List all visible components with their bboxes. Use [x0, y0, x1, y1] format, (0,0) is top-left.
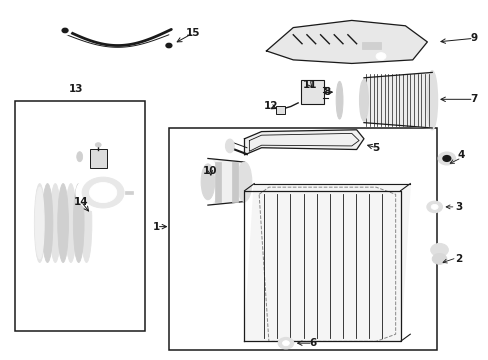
Text: 15: 15: [185, 28, 200, 38]
Circle shape: [62, 28, 68, 33]
Circle shape: [165, 43, 171, 48]
Bar: [231, 162, 237, 202]
Text: 10: 10: [203, 166, 217, 176]
Ellipse shape: [237, 162, 251, 202]
Bar: [125, 191, 133, 194]
Ellipse shape: [58, 184, 68, 262]
Bar: [361, 42, 380, 49]
Circle shape: [82, 177, 124, 208]
Text: 3: 3: [454, 202, 462, 212]
Polygon shape: [363, 72, 431, 128]
Circle shape: [442, 156, 450, 161]
FancyBboxPatch shape: [301, 80, 324, 104]
Circle shape: [430, 243, 447, 256]
Bar: [214, 162, 220, 202]
Text: 2: 2: [454, 254, 462, 264]
Circle shape: [375, 53, 385, 60]
Polygon shape: [266, 21, 427, 63]
Text: 11: 11: [303, 80, 317, 90]
Circle shape: [89, 183, 117, 203]
Text: 7: 7: [469, 94, 476, 104]
Text: 5: 5: [372, 143, 379, 153]
Ellipse shape: [50, 184, 61, 262]
Ellipse shape: [77, 152, 82, 162]
Text: 1: 1: [153, 222, 160, 231]
Bar: [276, 106, 285, 114]
Text: 14: 14: [74, 197, 88, 207]
FancyBboxPatch shape: [90, 149, 106, 168]
Ellipse shape: [65, 184, 76, 262]
Ellipse shape: [335, 81, 342, 119]
Polygon shape: [244, 130, 363, 155]
Circle shape: [278, 337, 293, 349]
Bar: [15, 101, 144, 330]
Text: 8: 8: [323, 87, 330, 97]
Circle shape: [282, 341, 289, 346]
Circle shape: [430, 204, 437, 210]
Circle shape: [162, 41, 175, 50]
Bar: [168, 128, 436, 350]
Circle shape: [431, 253, 446, 264]
Circle shape: [95, 143, 101, 147]
Ellipse shape: [73, 184, 84, 262]
Text: 13: 13: [69, 84, 83, 94]
Ellipse shape: [197, 158, 218, 205]
Circle shape: [437, 152, 455, 165]
Ellipse shape: [35, 187, 44, 259]
Ellipse shape: [426, 71, 437, 130]
Ellipse shape: [359, 80, 367, 121]
Ellipse shape: [201, 164, 214, 200]
Circle shape: [76, 173, 130, 212]
Ellipse shape: [42, 184, 53, 262]
Ellipse shape: [34, 184, 45, 262]
Ellipse shape: [332, 75, 346, 125]
Ellipse shape: [81, 184, 92, 262]
Polygon shape: [244, 184, 409, 341]
Circle shape: [426, 201, 442, 213]
Text: 4: 4: [457, 150, 464, 160]
Polygon shape: [207, 158, 244, 205]
Ellipse shape: [225, 139, 234, 153]
Circle shape: [59, 26, 71, 35]
Text: 12: 12: [264, 102, 278, 112]
Text: 9: 9: [469, 33, 476, 43]
Text: 6: 6: [308, 338, 316, 348]
